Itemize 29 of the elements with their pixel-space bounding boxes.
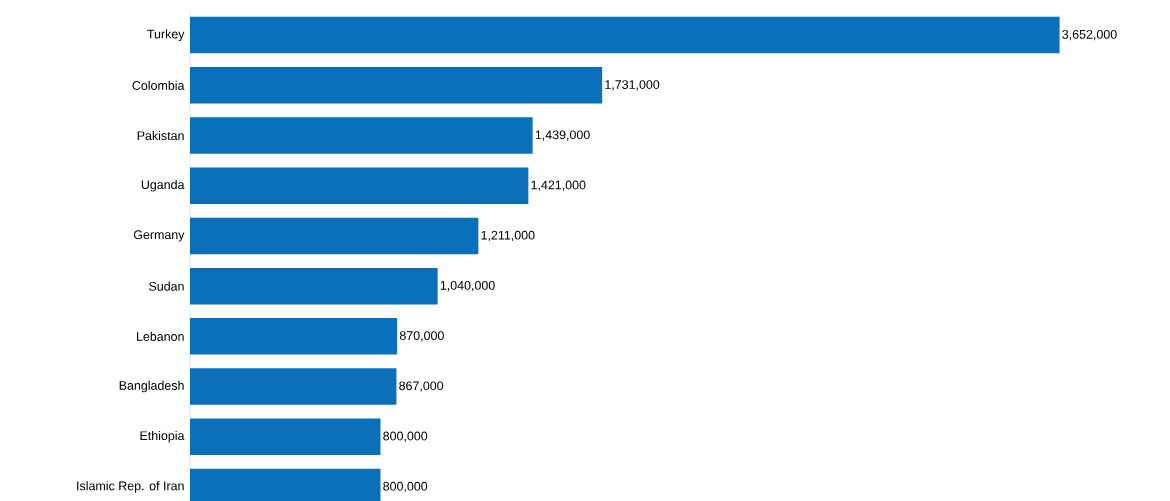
- y-tick-label: Islamic Rep. of Iran: [77, 481, 184, 493]
- bar: [190, 67, 603, 104]
- data-label: 1,040,000: [440, 280, 495, 292]
- bar: [190, 16, 1060, 54]
- data-label: 800,000: [383, 431, 428, 442]
- bar: [190, 167, 529, 204]
- bar: [190, 318, 398, 355]
- data-label: 3,652,000: [1062, 29, 1117, 41]
- bar: [190, 267, 438, 305]
- y-tick-label: Turkey: [147, 29, 185, 41]
- y-tick-label: Bangladesh: [119, 380, 184, 393]
- bar: [190, 368, 397, 405]
- y-tick-label: Lebanon: [137, 331, 184, 341]
- bar: [190, 117, 533, 154]
- y-tick-label: Sudan: [149, 281, 184, 291]
- data-label: 1,211,000: [481, 230, 535, 242]
- data-label: 1,421,000: [531, 180, 586, 191]
- data-label: 1,439,000: [535, 130, 590, 141]
- y-tick-label: Germany: [133, 230, 185, 242]
- y-tick-label: Uganda: [141, 179, 185, 192]
- data-label: 800,000: [383, 481, 428, 493]
- y-tick-label: Pakistan: [137, 130, 184, 141]
- data-label: 867,000: [399, 381, 444, 392]
- data-label: 1,731,000: [605, 80, 660, 91]
- bar: [190, 217, 479, 255]
- data-label: 870,000: [399, 331, 444, 342]
- y-tick-label: Colombia: [132, 80, 185, 90]
- bar: [190, 418, 381, 455]
- y-tick-label: Ethiopia: [140, 430, 185, 443]
